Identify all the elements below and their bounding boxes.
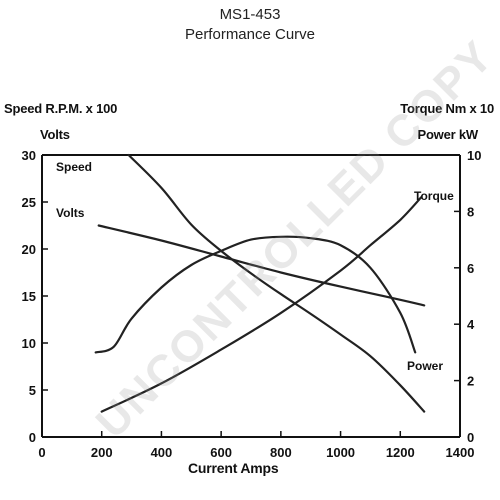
- right-y-tick-label: 4: [467, 317, 475, 332]
- left-y-tick-label: 10: [22, 336, 36, 351]
- right-y-tick-label: 6: [467, 261, 474, 276]
- power-series-label: Power: [407, 359, 443, 373]
- right-y-tick-label: 0: [467, 430, 474, 445]
- x-tick-label: 1200: [386, 445, 415, 460]
- left-y-tick-label: 20: [22, 242, 36, 257]
- chart-title: MS1-453: [219, 6, 281, 23]
- left-y-tick-label: 0: [29, 430, 36, 445]
- right-axis-label-torque: Torque Nm x 10: [400, 101, 494, 116]
- chart-subtitle: Performance Curve: [184, 26, 316, 43]
- x-tick-label: 200: [91, 445, 113, 460]
- x-tick-label: 800: [270, 445, 292, 460]
- volts-series-label: Volts: [56, 206, 85, 220]
- x-tick-label: 0: [38, 445, 45, 460]
- speed-series-label: Speed: [56, 160, 92, 174]
- right-y-tick-label: 8: [467, 204, 474, 219]
- torque-series-line: [100, 196, 423, 413]
- x-tick-label: 400: [151, 445, 173, 460]
- left-y-tick-label: 15: [22, 289, 36, 304]
- x-axis-label: Current Amps: [188, 460, 279, 476]
- power-series-line: [94, 235, 417, 354]
- speed-series-line: [127, 153, 426, 413]
- x-tick-label: 600: [210, 445, 232, 460]
- x-tick-label: 1000: [326, 445, 355, 460]
- x-tick-label: 1400: [446, 445, 475, 460]
- left-y-tick-label: 25: [22, 195, 36, 210]
- left-axis-label-volts: Volts: [40, 127, 70, 142]
- volts-series-line: [97, 224, 426, 307]
- right-y-tick-label: 2: [467, 374, 474, 389]
- left-axis-label-speed: Speed R.P.M. x 100: [4, 101, 118, 116]
- torque-series-label: Torque: [414, 189, 454, 203]
- left-y-tick-label: 30: [22, 148, 36, 163]
- left-y-tick-label: 5: [29, 383, 36, 398]
- right-y-tick-label: 10: [467, 148, 481, 163]
- right-axis-label-power: Power kW: [417, 127, 478, 142]
